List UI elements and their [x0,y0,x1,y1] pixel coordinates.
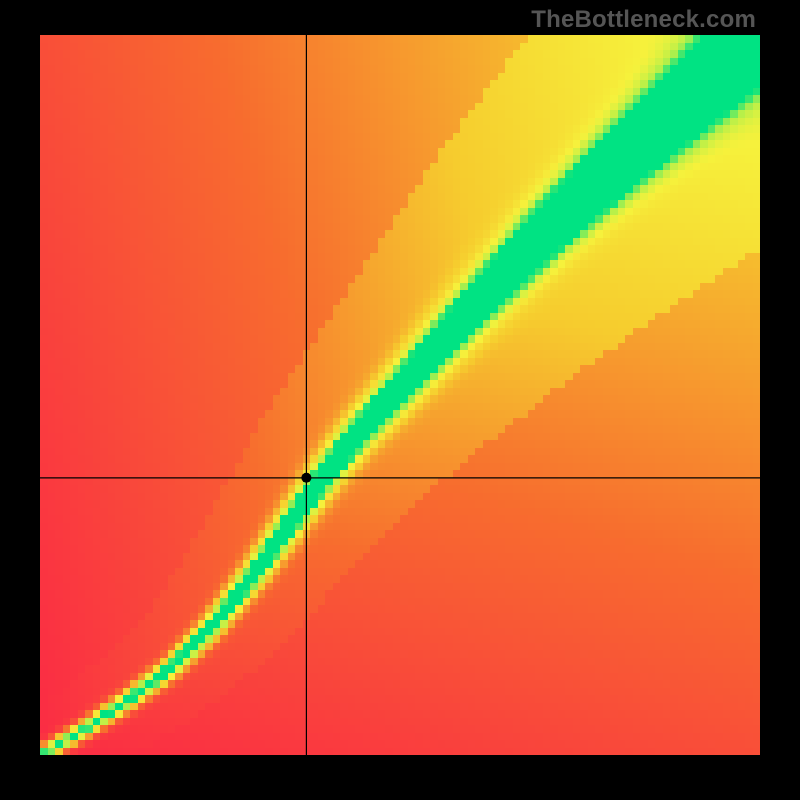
watermark-label: TheBottleneck.com [531,6,756,34]
crosshair-overlay [0,0,800,800]
